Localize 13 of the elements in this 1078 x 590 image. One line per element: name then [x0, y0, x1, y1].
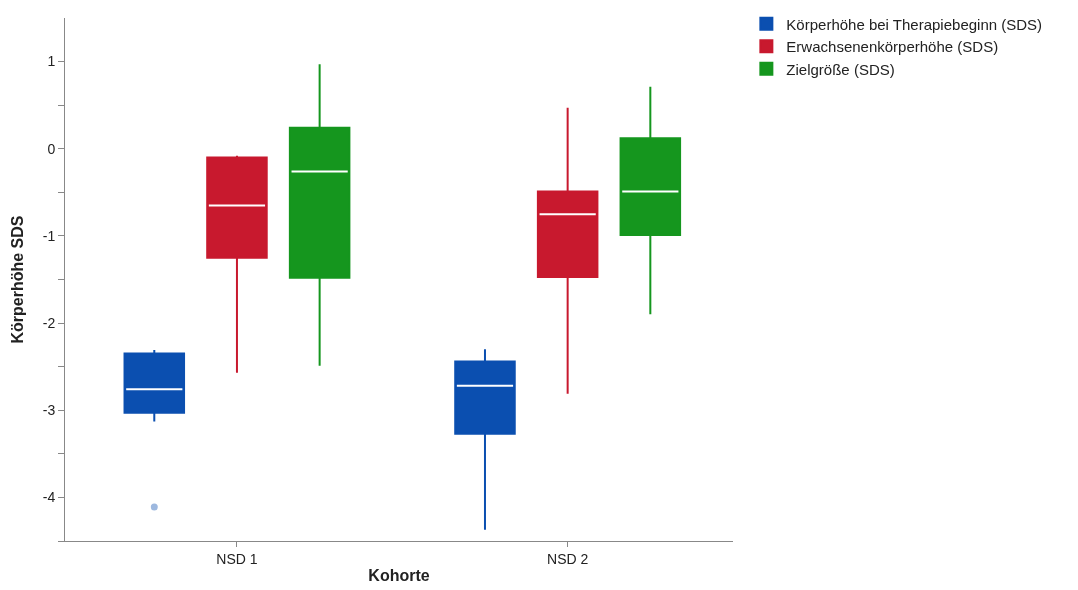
legend-label: Körperhöhe bei Therapiebeginn (SDS) — [786, 15, 1043, 33]
y-tick-label: -4 — [42, 489, 56, 506]
y-tick-label: -1 — [42, 227, 56, 244]
x-tick-label: NSD 2 — [547, 550, 589, 567]
y-tick-label: 0 — [47, 140, 56, 157]
x-axis-title: Kohorte — [368, 567, 430, 585]
y-tick-label: -3 — [42, 402, 56, 419]
y-axis-title: Körperhöhe SDS — [8, 215, 26, 344]
legend-label: Zielgröße (SDS) — [786, 60, 895, 78]
y-tick-label: -2 — [42, 314, 56, 331]
x-tick-label: NSD 1 — [216, 550, 258, 567]
legend-label: Erwachsenenkörperhöhe (SDS) — [786, 38, 999, 56]
y-tick-label: 1 — [47, 53, 56, 70]
